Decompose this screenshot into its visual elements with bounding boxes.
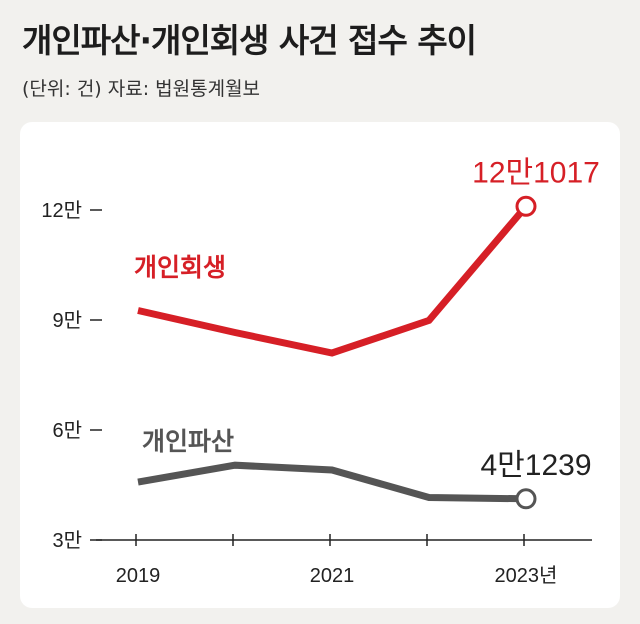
x-tick-label: 2019 [116, 565, 161, 587]
series-name-label-1: 개인파산 [142, 427, 234, 456]
chart-subtitle: (단위: 건) 자료: 법원통계월보 [22, 78, 261, 100]
series-name-label-0: 개인회생 [134, 253, 226, 282]
series-end-value-label-0: 12만1017 [472, 156, 600, 189]
x-tick-label: 2021 [310, 565, 355, 587]
y-tick-label: 12만 [41, 199, 82, 222]
series-end-marker-1 [515, 488, 537, 510]
y-tick-label: 3만 [52, 529, 82, 552]
y-tick-label: 9만 [52, 309, 82, 332]
series-end-marker-0 [515, 195, 537, 217]
x-tick-label: 2023년 [495, 564, 558, 587]
y-tick-label: 6만 [52, 419, 82, 442]
series-end-value-label-1: 4만1239 [480, 449, 591, 482]
chart-title: 개인파산·개인회생 사건 접수 추이 [22, 21, 477, 60]
series-line-0 [137, 204, 529, 357]
series-line-1 [137, 461, 527, 503]
